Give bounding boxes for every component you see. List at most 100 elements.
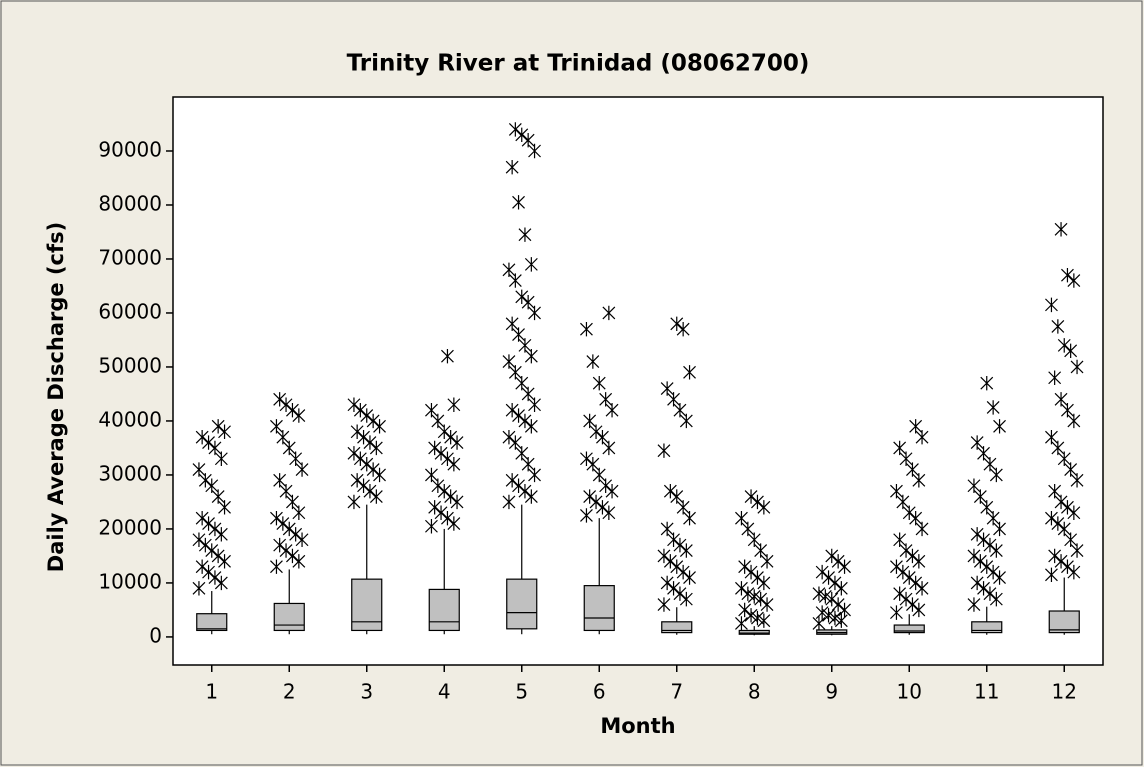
outlier	[1067, 413, 1081, 429]
plot-area	[172, 96, 1104, 666]
outlier	[1048, 548, 1062, 564]
outlier	[508, 365, 522, 380]
outlier	[738, 602, 752, 618]
outlier	[679, 543, 693, 558]
outlier	[660, 381, 674, 396]
outlier	[425, 519, 438, 534]
outlier	[602, 440, 616, 456]
outlier	[211, 489, 225, 504]
outlier	[899, 543, 913, 558]
outlier	[825, 591, 839, 607]
outlier	[214, 527, 228, 542]
outlier	[202, 435, 215, 450]
x-tick-label: 6	[593, 680, 606, 704]
outlier	[276, 516, 290, 531]
outlier	[970, 575, 984, 591]
outlier	[977, 446, 990, 461]
outlier	[518, 483, 532, 499]
outlier	[890, 559, 903, 574]
outlier	[505, 316, 519, 331]
outlier	[444, 429, 458, 445]
outlier	[273, 537, 287, 553]
outlier	[502, 494, 516, 510]
outlier	[505, 473, 519, 488]
outlier	[1067, 273, 1081, 288]
outlier	[444, 489, 458, 504]
outlier	[909, 510, 923, 526]
outlier	[434, 505, 448, 520]
outlier	[818, 589, 832, 604]
box	[273, 602, 305, 632]
outlier	[195, 559, 209, 574]
outlier	[347, 397, 361, 412]
y-tick-label: 80000	[98, 191, 162, 215]
outlier	[1061, 559, 1074, 574]
y-tick-label: 50000	[98, 353, 162, 377]
x-tick-label: 2	[283, 680, 296, 704]
outlier	[524, 348, 538, 364]
outlier	[192, 581, 206, 596]
outlier	[580, 321, 593, 337]
y-tick-label: 40000	[98, 407, 162, 431]
outlier	[663, 554, 677, 569]
outlier	[890, 483, 903, 499]
outlier	[1045, 429, 1058, 445]
outlier	[896, 564, 910, 580]
outlier	[676, 321, 690, 337]
outlier	[980, 500, 994, 515]
box	[1048, 610, 1080, 634]
outlier	[738, 559, 752, 574]
x-tick-label: 8	[748, 680, 761, 704]
outlier	[202, 564, 215, 580]
outlier	[528, 305, 541, 321]
outlier	[676, 564, 690, 580]
outlier	[744, 608, 758, 623]
outlier	[754, 543, 768, 558]
x-tick-label: 3	[360, 680, 373, 704]
outlier	[1061, 402, 1074, 418]
outlier	[198, 473, 212, 488]
outlier	[899, 591, 913, 607]
outlier	[673, 537, 687, 553]
outlier	[599, 392, 613, 407]
outlier	[828, 610, 842, 626]
outlier	[289, 451, 303, 466]
outlier	[512, 408, 525, 423]
y-tick-label: 30000	[98, 461, 162, 485]
outlier	[989, 543, 1003, 558]
outlier	[202, 516, 215, 531]
outlier	[518, 338, 532, 353]
outlier	[515, 289, 529, 304]
outlier	[270, 559, 283, 574]
outlier	[825, 548, 839, 564]
outlier	[350, 424, 364, 439]
outlier	[360, 408, 374, 423]
x-tick-label: 7	[670, 680, 683, 704]
x-tick-label: 9	[825, 680, 838, 704]
outlier	[970, 527, 984, 542]
outlier	[893, 586, 907, 601]
outlier	[447, 456, 461, 472]
outlier	[524, 489, 538, 504]
outlier	[602, 305, 616, 321]
x-tick-label: 5	[515, 680, 528, 704]
y-axis-label: Daily Average Discharge (cfs)	[44, 222, 68, 572]
outlier	[373, 419, 386, 434]
outlier	[812, 616, 826, 631]
outlier	[596, 429, 609, 445]
outlier	[214, 451, 228, 466]
outlier	[205, 543, 219, 558]
outlier	[583, 413, 597, 429]
outlier	[1045, 510, 1058, 526]
y-tick-label: 20000	[98, 515, 162, 539]
outlier	[912, 602, 926, 618]
outlier	[431, 478, 445, 493]
outlier	[599, 478, 613, 493]
outlier	[1064, 462, 1078, 477]
outlier	[1067, 564, 1081, 580]
outlier	[838, 602, 851, 618]
outlier	[286, 402, 299, 418]
outlier	[292, 505, 306, 520]
outlier	[580, 508, 593, 523]
outlier	[683, 510, 696, 526]
